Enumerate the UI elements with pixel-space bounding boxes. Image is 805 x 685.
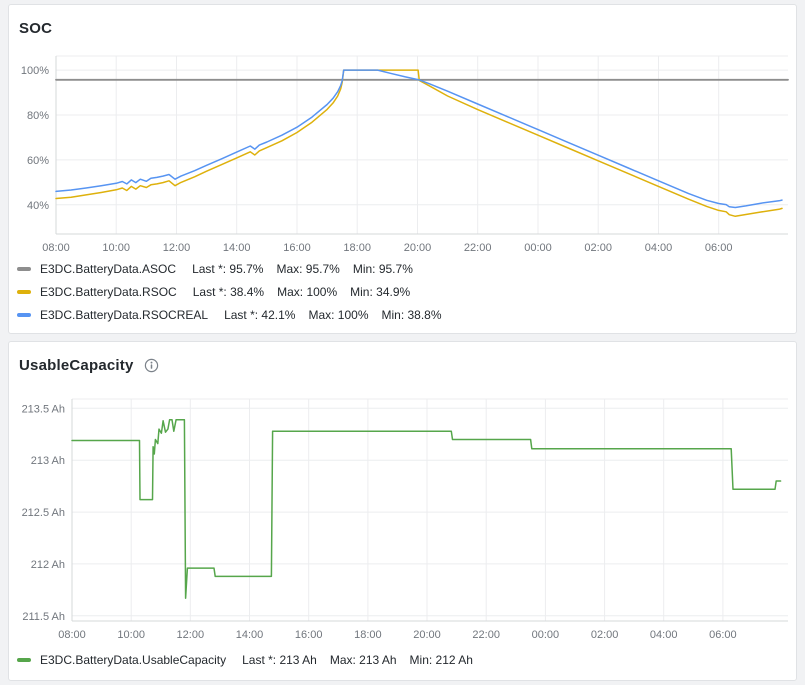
usable-capacity-chart[interactable]: 08:00 10:00 12:00 14:00 16:00 18:00 20:00 22:00… (9, 392, 790, 646)
legend-swatch-icon (17, 266, 31, 271)
legend-stat: Max: 100% (308, 307, 369, 322)
legend-stat: Last *: 38.4% (192, 284, 265, 299)
legend-stat: Min: 34.9% (350, 284, 411, 299)
soc-legend: E3DC.BatteryData.ASOC Last *: 95.7% Max: 9… (9, 257, 796, 326)
x-tick-label: 02:00 (584, 242, 612, 254)
x-tick-label: 10:00 (102, 242, 130, 254)
x-tick-label: 00:00 (532, 629, 560, 641)
legend-stat: Min: 95.7% (352, 261, 413, 276)
legend-stat: Max: 100% (277, 284, 338, 299)
series-line-E3DC.BatteryData.RSOC (55, 69, 783, 218)
x-tick-label: 02:00 (591, 629, 619, 641)
x-tick-label: 20:00 (413, 629, 441, 641)
legend-series-name[interactable]: E3DC.BatteryData.RSOC (40, 284, 177, 299)
x-tick-label: 16:00 (295, 629, 323, 641)
x-tick-label: 08:00 (42, 242, 70, 254)
series-line-E3DC.BatteryData.UsableCapacity (71, 418, 782, 599)
panel-title: SOC (19, 19, 53, 37)
x-tick-label: 04:00 (645, 242, 673, 254)
x-tick-label: 00:00 (524, 242, 552, 254)
panel-usable-capacity: UsableCapacity 08:00 10:00 12:00 14:00 16:00… (8, 341, 797, 681)
legend-item[interactable]: E3DC.BatteryData.RSOC Last *: 38.4% Max: 1… (17, 280, 796, 303)
legend-series-name[interactable]: E3DC.BatteryData.UsableCapacity (40, 652, 227, 667)
x-tick-label: 20:00 (404, 242, 432, 254)
y-tick-label: 60% (27, 155, 49, 167)
x-tick-label: 16:00 (283, 242, 311, 254)
panel-usable-capacity-header[interactable]: UsableCapacity (9, 342, 796, 378)
legend-swatch-icon (17, 657, 31, 662)
usable-capacity-legend: E3DC.BatteryData.UsableCapacity Last *: 2… (9, 648, 796, 671)
x-tick-label: 22:00 (464, 242, 492, 254)
legend-stat: Last *: 42.1% (224, 307, 296, 322)
legend-swatch-icon (17, 289, 31, 294)
x-tick-label: 12:00 (177, 629, 205, 641)
x-tick-label: 10:00 (117, 629, 145, 641)
y-tick-label: 40% (27, 200, 49, 212)
x-tick-label: 18:00 (354, 629, 382, 641)
series-line-E3DC.BatteryData.RSOCREAL (55, 69, 783, 209)
legend-stat: Max: 213 Ah (329, 652, 397, 667)
y-tick-label: 212.5 Ah (22, 507, 65, 519)
x-tick-label: 22:00 (472, 629, 500, 641)
legend-stat: Min: 38.8% (381, 307, 442, 322)
x-tick-label: 04:00 (650, 629, 678, 641)
legend-series-name[interactable]: E3DC.BatteryData.ASOC (40, 261, 177, 276)
y-tick-label: 213.5 Ah (22, 403, 65, 415)
x-tick-label: 06:00 (709, 629, 737, 641)
panel-soc-header[interactable]: SOC (9, 5, 796, 41)
info-icon[interactable] (144, 358, 159, 373)
y-tick-label: 100% (21, 65, 49, 77)
soc-chart[interactable]: 08:00 10:00 12:00 14:00 16:00 18:00 20:00 22:00… (9, 45, 790, 257)
panel-soc: SOC 08:00 10:00 12:00 14:00 16:00 18:00 20:00 2… (8, 4, 797, 334)
x-tick-label: 08:00 (58, 629, 86, 641)
legend-item[interactable]: E3DC.BatteryData.ASOC Last *: 95.7% Max: 9… (17, 257, 796, 280)
legend-stat: Min: 212 Ah (409, 652, 473, 667)
legend-series-name[interactable]: E3DC.BatteryData.RSOCREAL (40, 307, 209, 322)
x-tick-label: 18:00 (343, 242, 371, 254)
x-tick-label: 14:00 (223, 242, 251, 254)
legend-item[interactable]: E3DC.BatteryData.RSOCREAL Last *: 42.1% Ma… (17, 303, 796, 326)
legend-stat: Last *: 95.7% (192, 261, 264, 276)
legend-stat: Last *: 213 Ah (242, 652, 317, 667)
y-tick-label: 211.5 Ah (22, 611, 65, 623)
y-tick-label: 212 Ah (31, 559, 65, 571)
legend-item[interactable]: E3DC.BatteryData.UsableCapacity Last *: 2… (17, 648, 796, 671)
legend-stat: Max: 95.7% (276, 261, 340, 276)
x-tick-label: 06:00 (705, 242, 733, 254)
y-tick-label: 213 Ah (31, 455, 65, 467)
y-tick-label: 80% (27, 110, 49, 122)
x-tick-label: 14:00 (236, 629, 264, 641)
x-tick-label: 12:00 (163, 242, 191, 254)
legend-swatch-icon (17, 312, 31, 317)
panel-title: UsableCapacity (19, 356, 134, 374)
